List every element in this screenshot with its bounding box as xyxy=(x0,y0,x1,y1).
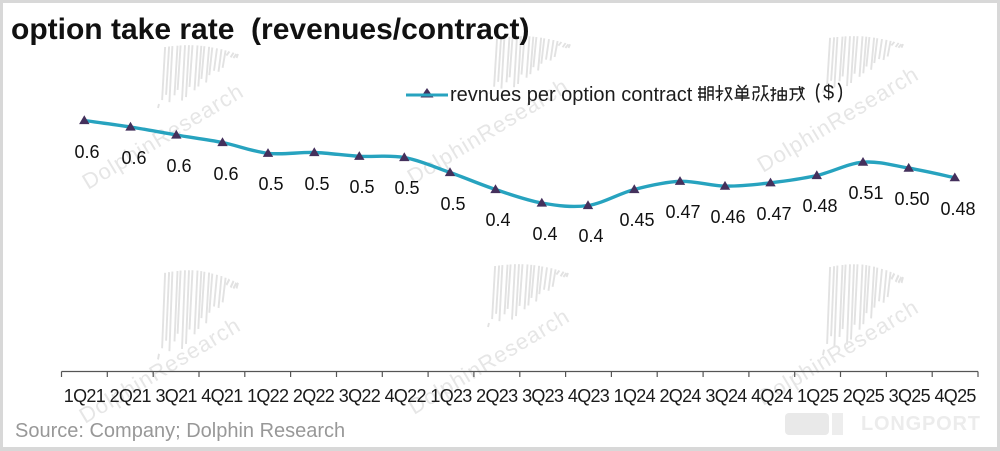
svg-text:DolphinResearch: DolphinResearch xyxy=(75,312,245,428)
svg-text:DolphinResearch: DolphinResearch xyxy=(753,61,923,177)
